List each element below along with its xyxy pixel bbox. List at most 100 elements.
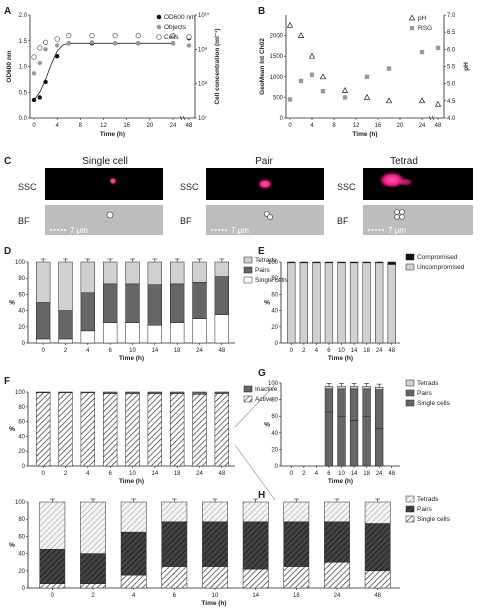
y-tick-label-right: 5.0 [447,82,456,88]
bar-pairs-14 [242,521,269,570]
x-tick-label: 6 [327,471,331,477]
x-tick-label: 12 [353,123,360,129]
bar-pairs-10 [202,521,228,567]
bar-inactive-6 [102,391,118,394]
x-tick-label: 4 [315,348,319,354]
bf-image-pair [206,205,324,235]
bar-tetrads-24 [324,501,350,523]
ssc-image-single [45,168,163,200]
point-cells [66,33,72,39]
x-tick-label: 48 [388,471,395,477]
bar-active-0 [35,392,51,467]
bar-single-cells-0 [35,338,51,344]
x-tick-label: 2 [64,348,68,354]
bar-uncompromised-2 [299,262,308,344]
y-tick-label-right: 7.0 [447,13,456,19]
x-tick-label: 8 [79,123,83,129]
bar-pairs-10 [125,283,140,323]
x-tick-label: 12 [100,123,107,129]
y-tick-label-right: 6.0 [447,47,456,53]
panel-label-e: E [258,246,265,257]
x-tick-label: 24 [419,123,426,129]
point-cells [42,39,49,45]
x-tick-label: 4 [132,593,136,599]
bf-image-tetrad [363,205,473,235]
point-cells [89,33,95,39]
x-axis-label: Time (h) [100,131,125,138]
x-tick-label: 48 [186,123,193,129]
bar-compromised-10 [337,261,346,264]
x-tick-label: 0 [290,471,294,477]
bar-single-cells-14 [242,568,269,589]
bar-tetrads-18 [362,386,371,390]
bar-compromised-48 [387,261,396,265]
bar-tetrads-18 [283,501,310,523]
bar-compromised-14 [349,261,359,264]
y-axis-label: % [9,300,15,307]
bar-single-cells-24 [375,428,384,467]
legend-swatch [243,395,253,403]
point-od600-nm [54,54,60,59]
point-cells [31,54,37,60]
axis-break [179,115,183,121]
y-tick-label-left: 500 [273,95,284,101]
bar-tetrads-6 [324,386,334,390]
axis-break [431,115,435,121]
row-label-bf-2: BF [180,216,192,226]
bar-pairs-2 [80,553,106,584]
bar-tetrads-4 [80,261,96,294]
x-tick-label: 48 [435,123,442,129]
scale-label-3: 7 μm [388,226,406,235]
point-ph [319,73,327,80]
panel-label-b: B [258,6,265,17]
bar-active-2 [58,392,73,467]
bar-compromised-6 [324,261,334,264]
bar-tetrads-14 [147,261,163,285]
x-tick-label: 14 [151,471,158,477]
x-tick-label: 0 [288,123,292,129]
point-rsg [419,49,425,55]
bar-tetrads-14 [242,501,269,523]
bar-compromised-4 [312,261,321,264]
bar-pairs-18 [283,521,310,567]
legend-entry: Pairs [417,390,433,397]
bar-pairs-4 [120,531,147,576]
x-tick-label: 6 [108,471,112,477]
legend-swatch [405,253,415,261]
x-tick-label: 14 [252,593,259,599]
ssc-image-tetrad [363,168,473,200]
bar-tetrads-48 [364,501,391,524]
legend-entry: Tetrads [417,380,439,387]
x-tick-label: 0 [41,348,45,354]
bar-single-cells-10 [337,415,346,467]
bar-active-6 [102,393,118,467]
y-tick-label-right: 10⁸ [198,81,208,88]
point-rsg [386,66,392,71]
bar-single-cells-4 [120,574,147,589]
x-tick-label: 18 [363,471,370,477]
point-cells [54,36,60,42]
x-tick-label: 18 [293,593,300,599]
y-tick-label: 0 [275,464,279,470]
bar-uncompromised-14 [349,262,359,344]
y-tick-label-left: 1.5 [19,39,28,45]
x-tick-label: 6 [108,348,112,354]
y-tick-label-right: 4.5 [447,99,456,105]
y-axis-label-left: GeoMean Int Ch02 [259,38,266,95]
x-tick-label: 2 [302,348,306,354]
bar-pairs-24 [192,282,207,319]
y-tick-label: 60 [18,292,25,298]
legend-swatch [405,263,415,271]
point-rsg [320,89,326,94]
legend-entry: Active [255,396,273,403]
point-ph [363,93,371,100]
x-tick-label: 48 [388,348,395,354]
connector-line-h [234,444,276,501]
bar-single-cells-6 [324,411,334,467]
legend-entry: Single cells [255,277,289,284]
y-tick-label: 100 [15,260,26,266]
x-tick-label: 6 [327,348,331,354]
legend-entry: Cells [164,34,179,41]
